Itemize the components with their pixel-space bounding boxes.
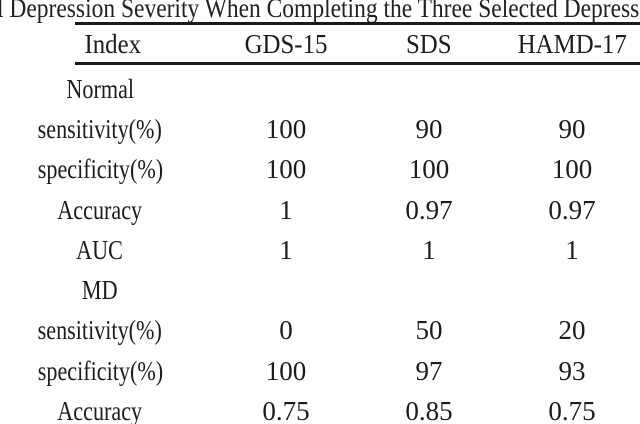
cell-value: 100	[408, 154, 450, 185]
row-label: sensitivity(%)	[37, 113, 163, 144]
section-row-md: MD	[0, 270, 640, 310]
table-row: specificity(%) 100 97 93	[0, 351, 640, 391]
row-label: AUC	[76, 234, 124, 265]
table-caption: l Depression Severity When Completing th…	[0, 0, 640, 23]
cell-value: 0.97	[405, 194, 453, 225]
cell-value: 93	[558, 355, 586, 386]
section-label: Normal	[66, 73, 134, 104]
table-row: sensitivity(%) 100 90 90	[0, 109, 640, 149]
table-row: sensitivity(%) 0 50 20	[0, 311, 640, 351]
cell-value: 20	[558, 315, 586, 346]
cell-value: 100	[265, 113, 307, 144]
cell-value: 0.75	[548, 396, 596, 424]
cell-value: 90	[558, 113, 586, 144]
row-label: specificity(%)	[37, 154, 163, 185]
row-label: specificity(%)	[37, 355, 163, 386]
cell-value: 90	[415, 113, 443, 144]
table-body: Normal sensitivity(%) 100 90 90 specific…	[0, 69, 640, 424]
cell-value: 0	[279, 315, 293, 346]
cell-value: 97	[415, 355, 443, 386]
table-row: Accuracy 0.75 0.85 0.75	[0, 391, 640, 424]
column-header-hamd17: HAMD-17	[517, 28, 627, 59]
row-label: Accuracy	[57, 194, 143, 225]
section-row-normal: Normal	[0, 69, 640, 109]
cell-value: 1	[279, 194, 293, 225]
table-header-row: Index GDS-15 SDS HAMD-17	[0, 26, 640, 62]
column-header-sds: SDS	[406, 28, 452, 59]
table-row: specificity(%) 100 100 100	[0, 150, 640, 190]
table-top-rule	[75, 22, 640, 25]
cell-value: 100	[265, 355, 307, 386]
row-label: sensitivity(%)	[37, 315, 163, 346]
cell-value: 0.97	[548, 194, 596, 225]
cell-value: 100	[551, 154, 593, 185]
cell-value: 0.75	[262, 396, 310, 424]
cell-value: 1	[279, 234, 293, 265]
row-label: Accuracy	[57, 396, 143, 424]
section-label: MD	[82, 275, 118, 306]
table-header-rule	[75, 62, 640, 65]
cell-value: 1	[565, 234, 579, 265]
cell-value: 1	[422, 234, 436, 265]
column-header-index: Index	[84, 28, 142, 59]
cell-value: 100	[265, 154, 307, 185]
cell-value: 50	[415, 315, 443, 346]
table-row: Accuracy 1 0.97 0.97	[0, 190, 640, 230]
table-row: AUC 1 1 1	[0, 230, 640, 270]
cell-value: 0.85	[405, 396, 453, 424]
column-header-gds15: GDS-15	[244, 28, 328, 59]
